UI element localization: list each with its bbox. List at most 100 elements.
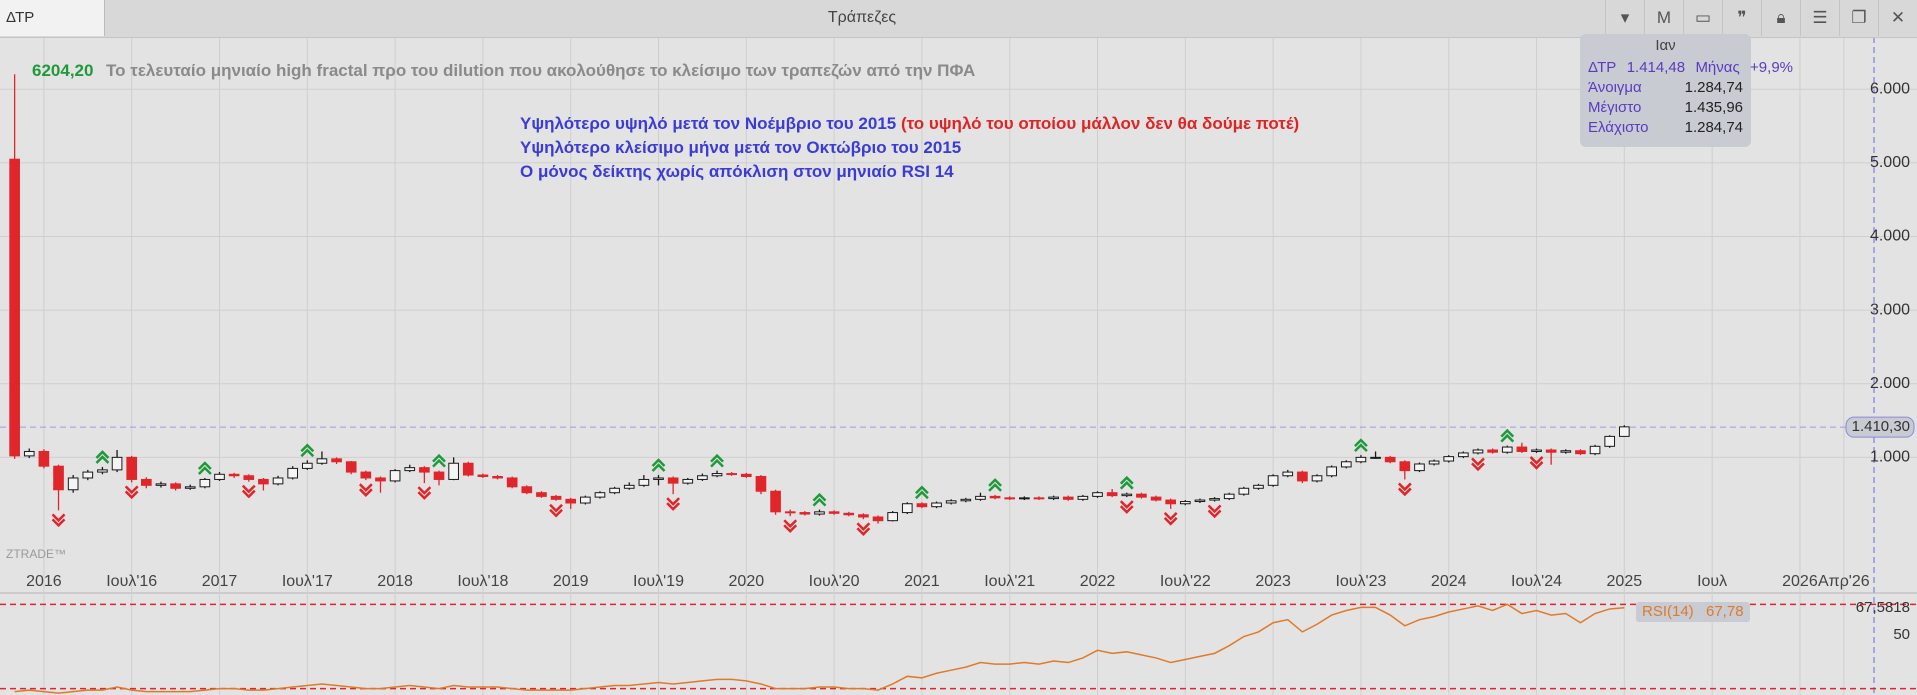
x-tick-label: 2020 <box>729 573 765 590</box>
fractal-down <box>856 522 871 536</box>
candle-body <box>111 456 123 471</box>
candle-body <box>872 516 884 522</box>
candle-body <box>989 495 1001 499</box>
candle-body <box>1516 446 1528 452</box>
candle-body <box>228 473 240 477</box>
close-button[interactable]: ✕ <box>1878 0 1917 36</box>
annotation: (το υψηλό του οποίου μάλλον δεν θα δούμε… <box>900 114 1300 133</box>
candle-body <box>1355 456 1367 463</box>
candle-body <box>594 492 606 498</box>
candle-body <box>755 475 767 492</box>
candle-body <box>301 462 313 469</box>
candle-body <box>404 467 416 472</box>
fractal-down <box>1207 504 1222 519</box>
fractal-down <box>417 486 432 500</box>
fractal-up <box>915 485 929 500</box>
rsi-value: 67,78 <box>1706 603 1744 620</box>
period: Ιαν <box>1655 37 1676 54</box>
y-tick-label: 5.000 <box>1870 154 1910 171</box>
fractal-up <box>432 453 446 468</box>
symbol-tab[interactable]: ΔΤΡ <box>0 0 105 36</box>
ohlc-box: Ιαν ΔΤΡ 1.414,48 Μήνας +9,9% Άνοιγμα 1.284,7… <box>1580 34 1793 147</box>
candle-body <box>1282 471 1294 477</box>
candle-body <box>23 450 35 457</box>
annotation-line: Υψηλότερο υψηλό μετά τον Νοέμβριο του 20… <box>520 114 1299 134</box>
fractal-up <box>651 458 666 472</box>
fractal-up <box>1354 438 1368 453</box>
panel-button[interactable]: ▭ <box>1683 0 1722 36</box>
y-tick-label: 6.000 <box>1870 80 1910 97</box>
y-tick-label: 1.000 <box>1870 449 1910 466</box>
candle-body <box>740 473 752 477</box>
fractal-up <box>988 478 1002 492</box>
candle-body <box>389 470 401 482</box>
price-row: ΔΤΡ 1.414,48 Μήνας +9,9% <box>1588 59 1793 76</box>
candle-body <box>1604 435 1616 447</box>
candle-body <box>1179 501 1191 505</box>
lock-button[interactable]: 🔒︎ <box>1761 0 1800 36</box>
candle-body <box>784 511 796 514</box>
price: 1.414,48 <box>1626 59 1686 76</box>
candle-body <box>1033 497 1045 500</box>
candle-body <box>1560 450 1572 453</box>
candle-body <box>9 158 20 457</box>
candle-body <box>1458 452 1469 458</box>
candle-body <box>433 471 445 480</box>
candle-body <box>1297 471 1308 482</box>
candle-body <box>1575 450 1586 455</box>
candle-body <box>960 498 972 502</box>
x-tick-label: Ιουλ'16 <box>106 573 157 590</box>
candle-body <box>609 487 620 494</box>
candle-body <box>814 511 825 515</box>
candle-body <box>711 473 723 477</box>
x-tick-label: 2022 <box>1080 573 1116 590</box>
candle-body <box>1428 460 1440 465</box>
fractal-down <box>241 484 256 499</box>
candle-body <box>243 475 255 480</box>
candle-body <box>492 475 503 479</box>
x-tick-label: 2021 <box>904 573 940 590</box>
candle-body <box>462 462 474 476</box>
rsi-tick-label: 50 <box>1893 626 1910 643</box>
y-tick-label: 3.000 <box>1870 301 1910 318</box>
candle-body <box>214 473 225 480</box>
fractal-down <box>666 497 681 511</box>
fractal-down <box>549 503 563 518</box>
candle-body <box>726 473 738 476</box>
candle-body <box>272 477 284 485</box>
candle-body <box>1238 487 1250 495</box>
dropdown-button[interactable]: ▾ <box>1605 0 1644 36</box>
x-tick-label: 2023 <box>1255 573 1291 590</box>
fractal-down <box>1119 500 1134 514</box>
candle-body <box>667 477 679 484</box>
menu-button[interactable]: ☰ <box>1800 0 1839 36</box>
candle-body <box>1136 493 1147 498</box>
candle-body <box>1253 484 1264 489</box>
candle-body <box>536 492 547 497</box>
comment-button[interactable]: ❞ <box>1722 0 1761 36</box>
last-price-label: 1.410,30 <box>1852 418 1910 435</box>
candle-body <box>1223 493 1235 500</box>
x-tick-label: Ιουλ'17 <box>282 573 333 590</box>
candle-body <box>1165 499 1177 505</box>
candle-body <box>638 478 650 486</box>
candle-body <box>1589 445 1601 455</box>
annotation: 6204,20 <box>32 61 94 80</box>
toolbar-icons: ▾ M ▭ ❞ 🔒︎ ☰ ❐ ✕ <box>1605 0 1917 36</box>
candle-body <box>1443 456 1455 462</box>
x-tick-label: 2018 <box>377 573 413 590</box>
interval-button[interactable]: M <box>1644 0 1683 36</box>
candle-body <box>448 462 459 480</box>
restore-button[interactable]: ❐ <box>1839 0 1878 36</box>
candle-body <box>184 486 196 489</box>
candle-body <box>1092 492 1103 497</box>
candle-body <box>1062 496 1074 500</box>
x-tick-label: Ιουλ'20 <box>809 573 860 590</box>
fractal-down <box>124 485 139 500</box>
candle-body <box>199 478 211 488</box>
candle-body <box>521 486 533 494</box>
x-tick-label: Απρ'26 <box>1818 573 1870 590</box>
candle-body <box>1487 449 1498 453</box>
